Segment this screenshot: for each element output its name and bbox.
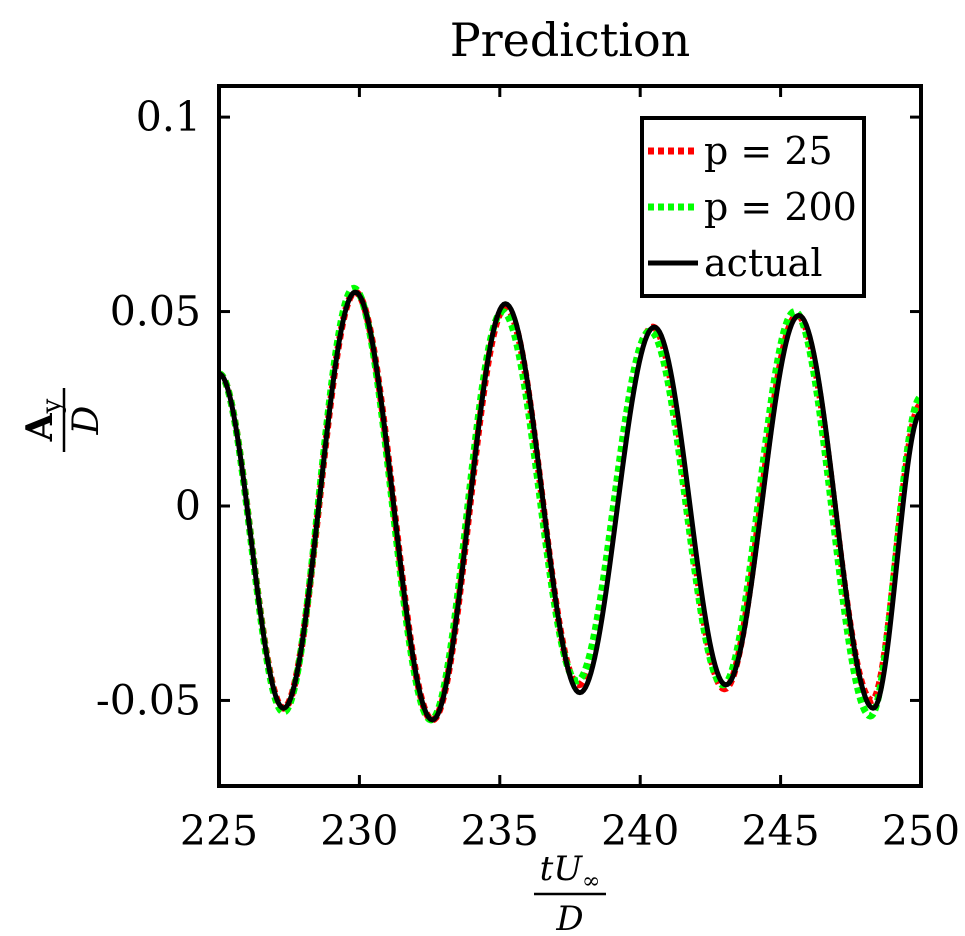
x-tick-label: 225 <box>180 807 258 855</box>
x-tick-label: 230 <box>320 807 398 855</box>
y-tick-label: 0.1 <box>136 93 201 141</box>
legend-label-0: p = 25 <box>704 129 833 173</box>
legend: p = 25 p = 200 actual <box>640 116 866 298</box>
chart-title: Prediction <box>450 13 691 67</box>
legend-label-2: actual <box>704 241 823 285</box>
legend-label-1: p = 200 <box>704 185 857 229</box>
svg-text:D: D <box>66 405 107 435</box>
x-tick-label: 250 <box>882 807 960 855</box>
x-tick-label: 245 <box>741 807 819 855</box>
plot-frame <box>217 84 923 788</box>
axis-ticks: 225 230 235 240 245 250 -0.05 0 0.05 0.1 <box>96 86 960 855</box>
series-line-2 <box>219 289 921 723</box>
y-tick-label: -0.05 <box>96 676 201 724</box>
x-tick-label: 235 <box>461 807 539 855</box>
series-group <box>219 284 921 724</box>
x-tick-label: 240 <box>601 807 679 855</box>
y-tick-label: 0 <box>175 482 201 530</box>
y-tick-label: 0.05 <box>110 288 201 336</box>
svg-text:D: D <box>555 899 583 936</box>
